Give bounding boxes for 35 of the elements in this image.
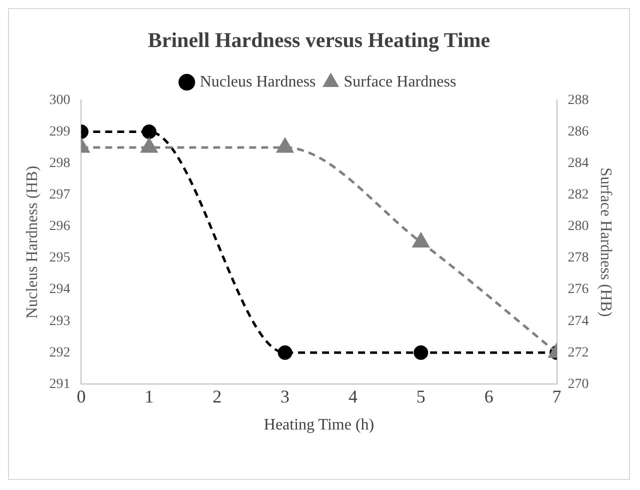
y-tick-label: 295 [49,250,70,266]
x-tick-label: 0 [76,386,86,407]
y-tick-label: 298 [49,156,70,171]
y2-tick-label: 272 [568,345,589,360]
y2-tick-label: 288 [568,92,589,108]
point [276,138,294,153]
y2-tick-label: 284 [568,156,589,171]
y-axis-title: Nucleus Hardness (HB) [24,166,41,319]
y-tick-label: 292 [49,345,70,360]
x-tick-label: 5 [416,386,426,407]
y-tick-label: 296 [49,219,70,234]
x-tick-label: 3 [280,386,290,407]
x-tick-label: 6 [484,386,494,407]
y2-tick-label: 278 [568,250,589,266]
x-tick-label: 7 [552,386,562,407]
x-tick-label: 1 [144,386,154,407]
legend-label: Surface Hardness [344,73,456,90]
y2-tick-label: 276 [568,282,589,298]
x-tick-label: 4 [348,386,358,407]
chart-title: Brinell Hardness versus Heating Time [148,28,490,52]
y-tick-label: 297 [49,188,70,203]
y-tick-label: 291 [49,376,70,392]
y-tick-label: 294 [49,282,70,298]
y-tick-label: 299 [49,124,70,140]
y2-tick-label: 270 [568,376,589,392]
x-tick-label: 2 [212,386,222,407]
y2-tick-label: 282 [568,188,589,203]
y2-tick-label: 280 [568,219,589,234]
y2-axis-title: Surface Hardness (HB) [597,168,614,317]
legend-label: Nucleus Hardness [200,73,316,90]
y-tick-label: 300 [49,92,70,108]
x-axis-title: Heating Time (h) [264,416,374,434]
y2-tick-label: 274 [568,314,589,329]
y2-tick-label: 286 [568,124,589,140]
y-tick-label: 293 [49,314,70,329]
